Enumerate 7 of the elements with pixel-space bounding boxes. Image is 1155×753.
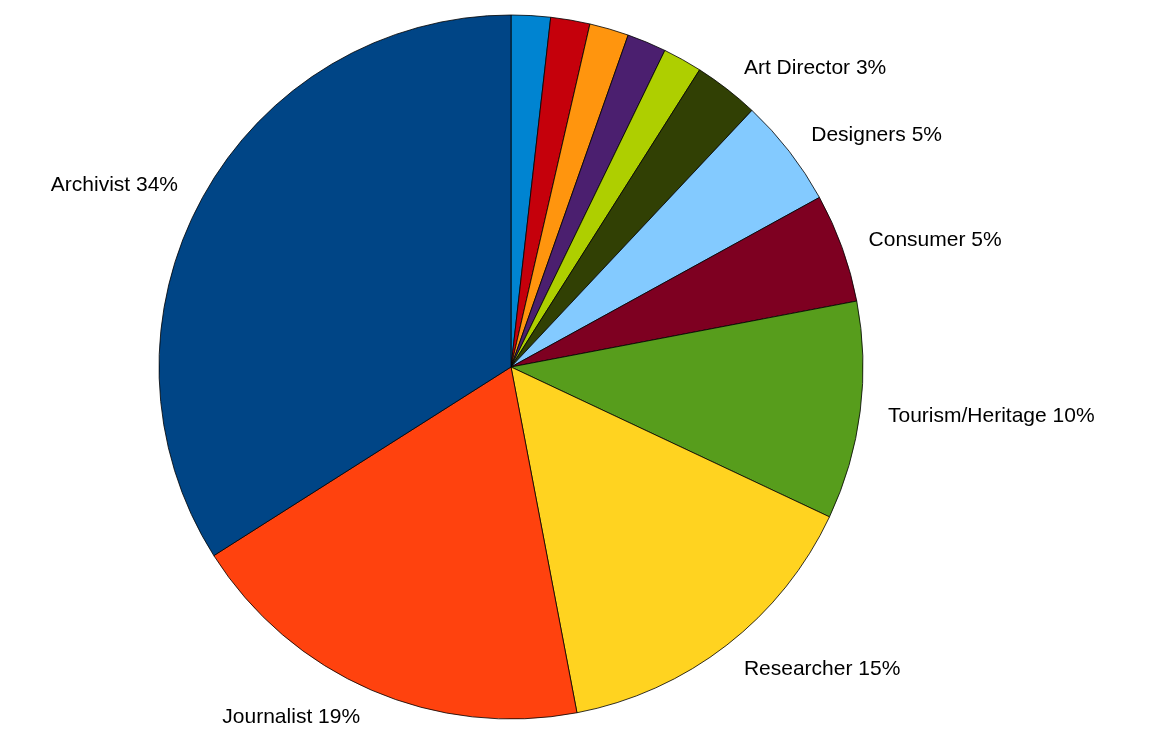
slice-label: Journalist 19% (222, 704, 361, 728)
slice-label: Archivist 34% (50, 172, 178, 196)
slice-label: Art Director 3% (743, 55, 887, 79)
slice-label: Researcher 15% (743, 655, 901, 679)
slice-label: Tourism/Heritage 10% (888, 402, 1095, 426)
slice-label: Consumer 5% (868, 226, 1002, 250)
slice-label: Designers 5% (811, 122, 942, 146)
